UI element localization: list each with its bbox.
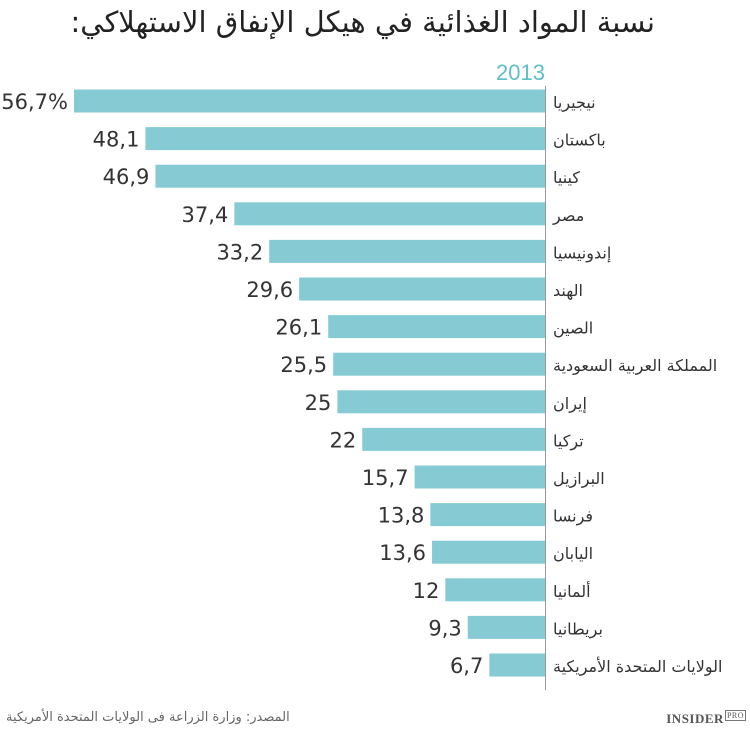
category-label-12: اليابان: [553, 544, 593, 563]
data-label-12: 13,6: [379, 541, 426, 565]
category-label-3: مصر: [552, 206, 584, 226]
category-label-0: نيجيريا: [553, 93, 596, 113]
bar-3: [234, 202, 545, 226]
bar-12: [432, 540, 545, 564]
bar-9: [362, 427, 545, 451]
bar-0: [74, 89, 545, 113]
category-label-14: بريطانيا: [553, 619, 603, 639]
data-label-0: 56,7%: [1, 90, 68, 114]
data-label-11: 13,8: [378, 504, 425, 528]
bar-15: [489, 653, 545, 677]
data-label-15: 6,7: [450, 654, 483, 678]
category-label-6: الصين: [553, 319, 593, 339]
data-label-2: 46,9: [103, 165, 150, 189]
data-label-4: 33,2: [216, 240, 263, 264]
series-label: 2013: [496, 60, 545, 85]
bar-10: [414, 465, 545, 489]
data-label-6: 26,1: [275, 316, 322, 340]
bar-8: [337, 390, 545, 414]
data-label-3: 37,4: [182, 203, 229, 227]
category-label-9: تركيا: [553, 431, 584, 451]
data-label-7: 25,5: [280, 353, 327, 377]
category-label-5: الهند: [553, 281, 583, 301]
bar-4: [269, 239, 545, 263]
category-label-1: باكستان: [553, 131, 606, 150]
category-label-7: المملكة العربية السعودية: [553, 356, 717, 376]
bar-13: [445, 578, 545, 602]
data-label-13: 12: [413, 579, 440, 603]
bar-5: [299, 277, 545, 301]
category-label-10: البرازيل: [553, 469, 605, 489]
bar-chart: 2013 56,7% نيجيريا 48,1 باكستان 46,9 كينيا 37,4…: [1, 60, 722, 690]
category-label-8: إيران: [553, 394, 587, 414]
data-label-10: 15,7: [362, 466, 409, 490]
category-label-2: كينيا: [553, 168, 580, 187]
bar-2: [155, 164, 545, 188]
bar-7: [333, 352, 545, 376]
bar-1: [145, 127, 545, 151]
logo-sup: PRO: [724, 710, 746, 721]
bar-6: [328, 315, 545, 339]
chart-title: نسبة المواد الغذائية في هيكل الإنفاق الا…: [70, 5, 656, 39]
category-label-15: الولايات المتحدة الأمريكية: [553, 656, 722, 677]
data-label-5: 29,6: [246, 278, 293, 302]
bar-14: [467, 615, 545, 639]
category-label-11: فرنسا: [553, 507, 593, 527]
category-label-13: ألمانيا: [553, 581, 591, 601]
source-note: المصدر: وزارة الزراعة فى الولايات المتحد…: [6, 710, 290, 725]
insider-pro-logo: INSIDER PRO: [666, 710, 746, 727]
logo-text: INSIDER: [666, 711, 724, 726]
data-label-9: 22: [330, 428, 357, 452]
category-label-4: إندونيسيا: [553, 243, 611, 263]
data-label-14: 9,3: [428, 616, 461, 640]
data-label-1: 48,1: [93, 128, 140, 152]
bar-11: [430, 503, 545, 527]
data-label-8: 25: [305, 391, 332, 415]
